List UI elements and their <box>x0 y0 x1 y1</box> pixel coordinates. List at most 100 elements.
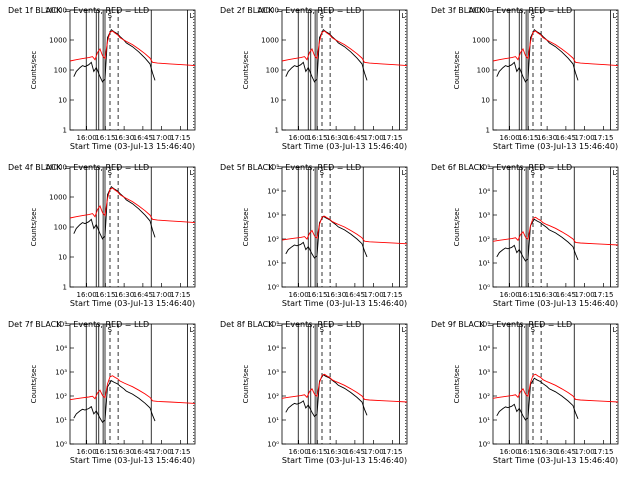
plot-frame <box>492 9 619 131</box>
panel-det-1: Det 1f BLACK = Events, RED = LLD 1 10 100 10… <box>8 6 196 151</box>
y-axis-label: Counts/sec <box>242 208 250 247</box>
panel-title: Det 8f BLACK = Events, RED = LLD <box>220 320 361 329</box>
y-tick-label: 10⁴ <box>478 188 490 196</box>
x-tick-label: 17:00 <box>364 291 384 299</box>
y-axis-label: Counts/sec <box>242 51 250 90</box>
y-tick-label: 10000 <box>45 164 67 172</box>
y-tick-label: 1000 <box>49 37 67 45</box>
y-tick-label: 1 <box>63 127 67 135</box>
plot-frame <box>281 323 408 445</box>
y-axis-label: Counts/sec <box>30 208 38 247</box>
plot-frame <box>69 9 196 131</box>
y-tick-label: 10⁵ <box>478 164 490 172</box>
q-marker-label: L <box>402 169 406 177</box>
x-tick-label: 16:15 <box>307 448 327 456</box>
x-tick-label: 17:15 <box>170 448 190 456</box>
x-tick-label: 17:15 <box>170 291 190 299</box>
q-marker-label: L <box>613 169 617 177</box>
x-tick-label: 16:45 <box>345 291 365 299</box>
lld-series-line <box>492 373 619 403</box>
x-axis-label: Start Time (03-Jul-13 15:46:40) <box>493 456 618 465</box>
y-tick-label: 10⁰ <box>55 441 67 449</box>
q-marker-label: L <box>613 12 617 20</box>
events-series-line <box>285 29 368 83</box>
lld-series-line <box>69 375 196 404</box>
y-tick-label: 10 <box>481 97 490 105</box>
x-tick-label: 16:30 <box>114 134 134 142</box>
y-tick-label: 10⁴ <box>267 345 279 353</box>
x-tick-label: 17:00 <box>575 448 595 456</box>
y-tick-label: 10⁰ <box>267 441 279 449</box>
y-tick-label: 10⁰ <box>478 284 490 292</box>
x-tick-label: 16:15 <box>95 448 115 456</box>
panel-det-8: Det 8f BLACK = Events, RED = LLD 10⁰ 10¹ 10… <box>220 320 408 465</box>
x-tick-label: 16:30 <box>537 134 557 142</box>
x-axis-label: Start Time (03-Jul-13 15:46:40) <box>493 299 618 308</box>
x-tick-label: 16:15 <box>95 291 115 299</box>
x-tick-label: 17:00 <box>152 134 172 142</box>
x-tick-label: 16:15 <box>518 134 538 142</box>
x-tick-label: 16:45 <box>345 448 365 456</box>
x-tick-label: 16:45 <box>556 448 576 456</box>
x-tick-label: 16:00 <box>500 134 520 142</box>
y-tick-label: 10⁵ <box>267 164 279 172</box>
panel-title: Det 9f BLACK = Events, RED = LLD <box>431 320 572 329</box>
y-tick-label: 100 <box>266 67 279 75</box>
y-tick-label: 10000 <box>45 7 67 15</box>
y-tick-label: 10⁵ <box>478 321 490 329</box>
x-tick-label: 16:15 <box>307 291 327 299</box>
x-tick-label: 16:00 <box>500 448 520 456</box>
panel-title: Det 1f BLACK = Events, RED = LLD <box>8 6 149 15</box>
panel-det-5: Det 5f BLACK = Events, RED = LLD 10⁰ 10¹ 10… <box>220 163 408 308</box>
x-tick-label: 16:15 <box>95 134 115 142</box>
x-tick-label: 16:30 <box>537 291 557 299</box>
x-tick-label: 16:00 <box>77 448 97 456</box>
y-tick-label: 10³ <box>267 212 279 220</box>
x-tick-label: 17:15 <box>382 291 402 299</box>
s-marker-label: S <box>320 326 325 334</box>
y-tick-label: 10¹ <box>267 260 279 268</box>
x-axis-label: Start Time (03-Jul-13 15:46:40) <box>70 142 195 151</box>
x-tick-label: 16:00 <box>77 291 97 299</box>
y-tick-label: 1 <box>486 127 490 135</box>
y-tick-label: 10⁰ <box>478 441 490 449</box>
x-tick-label: 17:15 <box>593 448 613 456</box>
x-tick-label: 16:15 <box>518 291 538 299</box>
y-tick-label: 10¹ <box>267 417 279 425</box>
x-tick-label: 16:30 <box>537 448 557 456</box>
y-tick-label: 1000 <box>472 37 490 45</box>
y-tick-label: 10³ <box>267 369 279 377</box>
panel-det-4: Det 4f BLACK = Events, RED = LLD 1 10 100 10… <box>8 163 196 308</box>
y-tick-label: 10³ <box>478 212 490 220</box>
events-series-line <box>285 215 368 259</box>
lld-series-line <box>281 373 408 403</box>
x-tick-label: 16:30 <box>326 291 346 299</box>
x-tick-label: 16:00 <box>289 291 309 299</box>
x-tick-label: 16:00 <box>289 134 309 142</box>
lld-series-line <box>69 187 196 224</box>
panel-title: Det 7f BLACK = Events, RED = LLD <box>8 320 149 329</box>
y-tick-label: 10⁰ <box>267 284 279 292</box>
y-tick-label: 100 <box>54 224 67 232</box>
x-tick-label: 16:45 <box>133 134 153 142</box>
x-tick-label: 17:00 <box>364 448 384 456</box>
y-tick-label: 10⁴ <box>478 345 490 353</box>
panel-det-9: Det 9f BLACK = Events, RED = LLD 10⁰ 10¹ 10… <box>431 320 619 465</box>
x-tick-label: 16:30 <box>326 134 346 142</box>
y-tick-label: 10⁴ <box>55 345 67 353</box>
y-tick-label: 10³ <box>478 369 490 377</box>
x-tick-label: 16:45 <box>345 134 365 142</box>
x-tick-label: 16:30 <box>326 448 346 456</box>
y-tick-label: 10 <box>270 97 279 105</box>
lld-series-line <box>492 216 619 246</box>
x-tick-label: 16:00 <box>77 134 97 142</box>
y-tick-label: 1 <box>63 284 67 292</box>
lld-series-line <box>281 30 408 67</box>
y-tick-label: 10² <box>478 236 490 244</box>
q-marker-label: L <box>402 12 406 20</box>
s-marker-label: S <box>108 12 113 20</box>
s-marker-label: S <box>108 169 113 177</box>
x-axis-label: Start Time (03-Jul-13 15:46:40) <box>282 456 407 465</box>
s-marker-label: S <box>531 169 536 177</box>
